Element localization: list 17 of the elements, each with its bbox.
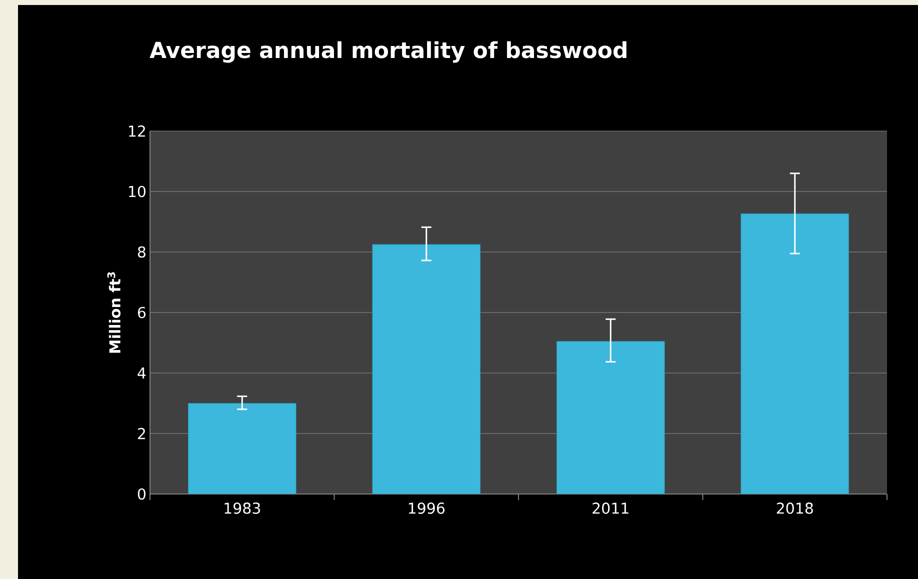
y-tick-label: 6 (138, 306, 146, 318)
x-tick-label: 2011 (592, 502, 628, 514)
x-tick-label: 1996 (408, 502, 445, 514)
bar (556, 341, 665, 494)
y-axis-title: Million ft$^{3}$ (107, 272, 121, 353)
chart-title: Average annual mortality of basswood (150, 41, 626, 63)
bar (372, 244, 481, 494)
x-tick-label: 1983 (224, 502, 260, 514)
bar (740, 213, 850, 494)
x-tick-label: 2018 (776, 502, 813, 514)
y-tick-label: 8 (138, 246, 146, 258)
y-tick-label: 4 (138, 368, 146, 378)
bar (188, 403, 296, 494)
y-tick-label: 12 (129, 125, 145, 137)
y-tick-label: 0 (138, 488, 146, 500)
y-tick-label: 2 (138, 428, 145, 440)
y-tick-label: 10 (129, 186, 146, 198)
